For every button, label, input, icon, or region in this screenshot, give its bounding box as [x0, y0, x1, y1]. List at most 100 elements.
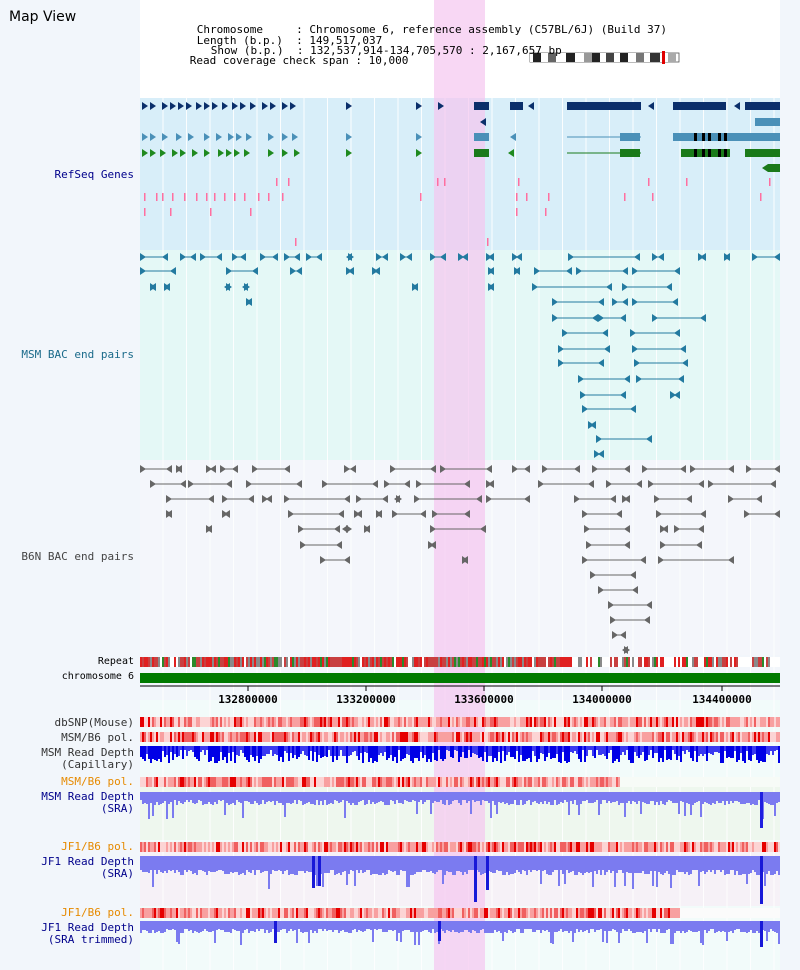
repeat-segment: [538, 657, 540, 667]
polymorphism-cell: [462, 777, 464, 787]
polymorphism-cell: [174, 908, 176, 918]
jf1-b6-pol-2-label[interactable]: JF1/B6 pol.: [61, 906, 134, 919]
polymorphism-cell: [308, 777, 310, 787]
read-depth-bar: [140, 856, 142, 870]
read-depth-bar: [566, 746, 568, 763]
polymorphism-cell: [716, 908, 718, 918]
polymorphism-cell: [258, 908, 260, 918]
polymorphism-cell: [620, 842, 622, 852]
repeat-segment: [408, 657, 410, 667]
read-depth-bar: [598, 746, 600, 755]
polymorphism-cell: [588, 777, 590, 787]
read-depth-peak: [438, 921, 441, 941]
polymorphism-cell: [682, 717, 684, 727]
msm-b6-pol-2-label[interactable]: MSM/B6 pol.: [61, 775, 134, 788]
polymorphism-cell: [458, 777, 460, 787]
polymorphism-cell: [242, 842, 244, 852]
read-depth-peak: [486, 856, 489, 890]
polymorphism-cell: [480, 777, 482, 787]
repeat-segment: [604, 657, 606, 667]
jf1-read-depth-sra-label[interactable]: JF1 Read Depth (SRA): [41, 855, 134, 880]
read-depth-bar: [652, 792, 654, 801]
polymorphism-cell: [746, 732, 748, 742]
polymorphism-cell: [242, 777, 244, 787]
read-depth-bar: [474, 746, 476, 754]
snp-tick: [282, 193, 284, 201]
jf1-read-depth-trimmed-label[interactable]: JF1 Read Depth (SRA trimmed): [41, 921, 134, 946]
polymorphism-cell: [530, 908, 532, 918]
polymorphism-cell: [342, 777, 344, 787]
msm-read-depth-capillary-label[interactable]: MSM Read Depth (Capillary): [41, 746, 134, 771]
bac-end: [462, 556, 468, 564]
polymorphism-cell: [492, 717, 494, 727]
read-depth-bar: [206, 746, 208, 750]
polymorphism-cell: [640, 777, 642, 787]
polymorphism-cell: [204, 842, 206, 852]
bac-end: [624, 465, 630, 473]
polymorphism-cell: [626, 842, 628, 852]
polymorphism-cell: [166, 717, 168, 727]
polymorphism-cell: [398, 908, 400, 918]
polymorphism-cell: [748, 842, 750, 852]
polymorphism-cell: [642, 732, 644, 742]
polymorphism-cell: [166, 732, 168, 742]
polymorphism-cell: [396, 908, 398, 918]
polymorphism-cell: [222, 842, 224, 852]
polymorphism-cell: [652, 908, 654, 918]
repeat-segment: [468, 657, 470, 667]
read-depth-bar: [374, 856, 376, 874]
polymorphism-cell: [508, 777, 510, 787]
polymorphism-cell: [178, 777, 180, 787]
read-depth-bar: [248, 921, 250, 933]
msm-read-depth-sra-label[interactable]: MSM Read Depth (SRA): [41, 790, 134, 815]
polymorphism-cell: [466, 717, 468, 727]
read-depth-bar: [232, 792, 234, 803]
read-depth-bar: [694, 921, 696, 932]
read-depth-bar: [278, 746, 280, 761]
read-depth-bar: [518, 792, 520, 805]
read-depth-bar: [544, 856, 546, 870]
polymorphism-cell: [460, 908, 462, 918]
read-depth-bar: [372, 856, 374, 874]
polymorphism-cell: [496, 777, 498, 787]
polymorphism-cell: [754, 777, 756, 787]
read-depth-bar: [624, 856, 626, 886]
read-depth-bar: [200, 856, 202, 870]
read-depth-bar: [524, 856, 526, 871]
polymorphism-cell: [230, 908, 232, 918]
polymorphism-cell: [742, 908, 744, 918]
jf1-b6-pol-label[interactable]: JF1/B6 pol.: [61, 840, 134, 853]
bac-end: [744, 510, 750, 518]
polymorphism-cell: [768, 842, 770, 852]
polymorphism-cell: [198, 908, 200, 918]
read-depth-bar: [700, 856, 702, 872]
polymorphism-cell: [150, 732, 152, 742]
polymorphism-cell: [772, 717, 774, 727]
polymorphism-cell: [684, 732, 686, 742]
read-depth-bar: [700, 792, 702, 817]
polymorphism-cell: [770, 717, 772, 727]
read-depth-bar: [734, 746, 736, 751]
read-depth-bar: [480, 792, 482, 805]
bac-end: [686, 495, 692, 503]
polymorphism-cell: [398, 777, 400, 787]
polymorphism-cell: [546, 842, 548, 852]
polymorphism-cell: [250, 732, 252, 742]
read-depth-bar: [452, 746, 454, 758]
refseq-genes-label[interactable]: RefSeq Genes: [54, 168, 134, 181]
bac-end: [606, 480, 612, 488]
polymorphism-cell: [606, 908, 608, 918]
polymorphism-cell: [334, 908, 336, 918]
polymorphism-cell: [484, 908, 486, 918]
dbsnp-label[interactable]: dbSNP(Mouse): [54, 716, 134, 729]
polymorphism-cell: [226, 777, 228, 787]
polymorphism-cell: [448, 908, 450, 918]
b6n-bac-end-pairs-label[interactable]: B6N BAC end pairs: [21, 550, 134, 563]
msm-b6-pol-label[interactable]: MSM/B6 pol.: [61, 731, 134, 744]
read-depth-bar: [602, 792, 604, 800]
msm-bac-end-pairs-label[interactable]: MSM BAC end pairs: [21, 348, 134, 361]
repeat-segment: [726, 657, 728, 667]
snp-tick: [648, 178, 650, 186]
polymorphism-cell: [174, 842, 176, 852]
read-depth-bar: [450, 856, 452, 872]
